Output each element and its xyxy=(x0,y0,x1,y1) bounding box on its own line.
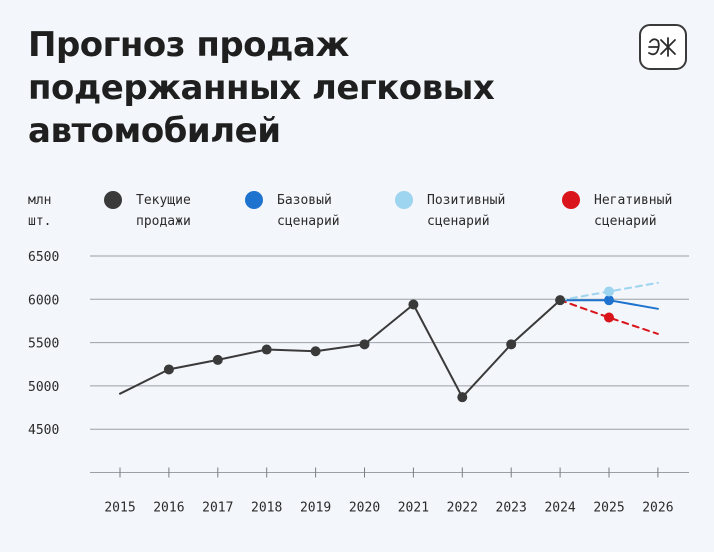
x-tick-label-2017: 2017 xyxy=(202,501,233,516)
y-tick-label-6000: 6000 xyxy=(28,293,59,308)
data-point-current-sales-2016 xyxy=(163,364,174,375)
y-axis-unit-label: млн шт. xyxy=(28,193,52,229)
x-tick-label-2025: 2025 xyxy=(593,501,624,516)
data-point-current-sales-2024 xyxy=(555,295,566,306)
legend-label-current-sales: Текущие продажи xyxy=(136,193,191,229)
x-tick-label-2018: 2018 xyxy=(251,501,282,516)
x-tick-label-2016: 2016 xyxy=(153,501,184,516)
legend-marker-negative-scenario xyxy=(562,191,580,209)
series-line-current-sales xyxy=(119,299,562,399)
y-tick-label-5500: 5500 xyxy=(28,337,59,352)
brand-logo xyxy=(639,24,687,70)
legend-label-negative-scenario: Негативный сценарий xyxy=(594,193,673,229)
data-point-negative-scenario-2025 xyxy=(604,312,614,323)
x-tick-label-2020: 2020 xyxy=(349,501,380,516)
x-tick-label-2023: 2023 xyxy=(496,501,527,516)
data-point-base-scenario-2025 xyxy=(604,295,614,306)
x-tick-label-2026: 2026 xyxy=(642,501,673,516)
legend-marker-current-sales xyxy=(104,191,122,209)
legend-label-base-scenario: Базовый сценарий xyxy=(277,193,340,229)
data-point-current-sales-2019 xyxy=(310,346,321,357)
data-point-current-sales-2018 xyxy=(261,344,272,355)
data-point-current-sales-2023 xyxy=(506,339,517,350)
logo-glyph-icon xyxy=(648,37,676,57)
y-tick-label-5000: 5000 xyxy=(28,380,59,395)
legend-label-positive-scenario: Позитивный сценарий xyxy=(427,193,506,229)
legend-marker-positive-scenario xyxy=(395,191,413,209)
data-point-current-sales-2021 xyxy=(408,299,419,310)
x-tick-label-2019: 2019 xyxy=(300,501,331,516)
data-point-current-sales-2022 xyxy=(457,392,468,403)
x-tick-label-2021: 2021 xyxy=(398,501,429,516)
y-tick-label-6500: 6500 xyxy=(28,250,59,265)
chart-title: Прогноз продаж подержанных легковых авто… xyxy=(28,25,495,151)
data-point-current-sales-2017 xyxy=(212,354,223,365)
x-tick-label-2015: 2015 xyxy=(104,501,135,516)
data-point-current-sales-2020 xyxy=(359,339,370,350)
y-tick-label-4500: 4500 xyxy=(28,423,59,438)
series-line-negative-scenario xyxy=(559,299,659,335)
legend-marker-base-scenario xyxy=(245,191,263,209)
data-point-positive-scenario-2025 xyxy=(604,286,614,297)
x-tick-label-2022: 2022 xyxy=(447,501,478,516)
x-tick-label-2024: 2024 xyxy=(544,501,575,516)
